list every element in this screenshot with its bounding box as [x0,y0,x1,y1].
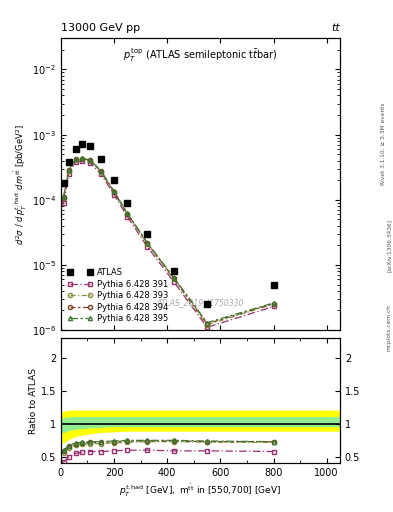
ATLAS [61,180,66,186]
ATLAS [205,301,209,307]
Pythia 6.428 394 [171,275,176,282]
Text: tt: tt [331,23,340,33]
Pythia 6.428 391 [205,324,209,330]
Y-axis label: $d^2\sigma\ /\ d\,p_T^{t,\rm had}\ d\,m^{t\bar{t}}\ [\rm pb/GeV^2]$: $d^2\sigma\ /\ d\,p_T^{t,\rm had}\ d\,m^… [13,124,29,245]
Pythia 6.428 395 [88,157,92,163]
Pythia 6.428 391 [171,279,176,285]
Pythia 6.428 394 [61,194,66,200]
Line: ATLAS: ATLAS [61,141,277,307]
ATLAS [98,156,103,162]
Pythia 6.428 394 [271,301,276,307]
Pythia 6.428 393 [88,158,92,164]
Pythia 6.428 394 [80,156,84,162]
Pythia 6.428 395 [61,194,66,200]
Pythia 6.428 391 [125,214,130,220]
Pythia 6.428 391 [73,159,78,165]
ATLAS [145,231,150,237]
Pythia 6.428 393 [98,168,103,175]
ATLAS [171,268,176,274]
Pythia 6.428 393 [145,241,150,247]
Line: Pythia 6.428 391: Pythia 6.428 391 [61,159,275,329]
Pythia 6.428 393 [66,167,71,174]
Pythia 6.428 394 [205,321,209,327]
ATLAS [73,146,78,152]
ATLAS [88,142,92,148]
Text: [arXiv:1306.3436]: [arXiv:1306.3436] [387,219,391,272]
Pythia 6.428 395 [125,210,130,217]
Pythia 6.428 393 [80,156,84,162]
Pythia 6.428 394 [125,210,130,217]
X-axis label: $p_T^{t,\rm had}\ [\rm GeV],\ m^{\bar{t}t}$ in [550,700] [GeV]: $p_T^{t,\rm had}\ [\rm GeV],\ m^{\bar{t}… [119,482,281,499]
Pythia 6.428 395 [205,319,209,326]
Text: mcplots.cern.ch: mcplots.cern.ch [387,304,391,351]
Pythia 6.428 391 [80,158,84,164]
Pythia 6.428 395 [73,156,78,162]
ATLAS [80,141,84,147]
Pythia 6.428 394 [66,167,71,173]
Pythia 6.428 391 [112,191,116,198]
ATLAS [66,159,71,165]
Line: Pythia 6.428 395: Pythia 6.428 395 [61,156,275,325]
Pythia 6.428 394 [145,240,150,246]
Pythia 6.428 391 [66,171,71,177]
Pythia 6.428 394 [88,157,92,163]
ATLAS [125,200,130,206]
Pythia 6.428 394 [98,168,103,174]
Line: Pythia 6.428 393: Pythia 6.428 393 [61,157,275,327]
Pythia 6.428 393 [171,276,176,283]
Pythia 6.428 391 [271,304,276,310]
Text: $p_T^{\,\rm top}$ (ATLAS semileptonic t$\bar{t}$bar): $p_T^{\,\rm top}$ (ATLAS semileptonic t$… [123,46,277,63]
Pythia 6.428 395 [112,188,116,195]
Pythia 6.428 395 [271,300,276,306]
Pythia 6.428 395 [98,167,103,174]
Pythia 6.428 395 [171,274,176,281]
Pythia 6.428 393 [73,157,78,163]
Pythia 6.428 391 [88,160,92,166]
Y-axis label: Ratio to ATLAS: Ratio to ATLAS [29,368,38,434]
Pythia 6.428 394 [112,189,116,195]
Text: Rivet 3.1.10, ≥ 3.3M events: Rivet 3.1.10, ≥ 3.3M events [381,102,386,185]
Legend: ATLAS, Pythia 6.428 391, Pythia 6.428 393, Pythia 6.428 394, Pythia 6.428 395: ATLAS, Pythia 6.428 391, Pythia 6.428 39… [65,266,171,326]
Pythia 6.428 393 [205,322,209,328]
Pythia 6.428 393 [112,189,116,196]
ATLAS [271,282,276,288]
Pythia 6.428 393 [125,211,130,217]
Pythia 6.428 395 [80,156,84,162]
Pythia 6.428 391 [61,200,66,206]
Text: ATLAS_2019_I1750330: ATLAS_2019_I1750330 [157,297,244,307]
Pythia 6.428 393 [61,195,66,201]
Pythia 6.428 395 [66,166,71,173]
Line: Pythia 6.428 394: Pythia 6.428 394 [61,157,275,326]
Text: 13000 GeV pp: 13000 GeV pp [61,23,140,33]
Pythia 6.428 391 [98,171,103,177]
Pythia 6.428 391 [145,244,150,250]
ATLAS [112,177,116,183]
Pythia 6.428 393 [271,301,276,307]
Pythia 6.428 394 [73,157,78,163]
Pythia 6.428 395 [145,240,150,246]
